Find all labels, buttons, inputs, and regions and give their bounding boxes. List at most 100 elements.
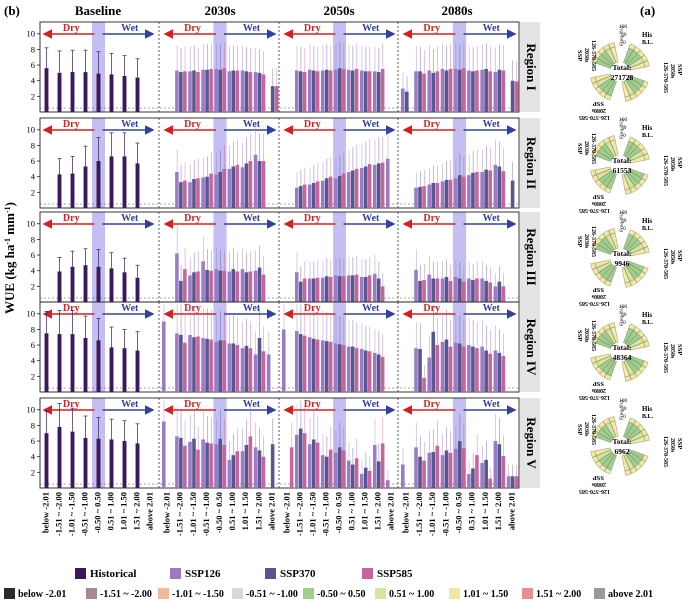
- bar-ssp370: [205, 176, 209, 208]
- bar-ssp370: [350, 346, 355, 392]
- fan-ssp2050-segment: [634, 182, 642, 190]
- his-label: His: [642, 124, 652, 132]
- category-label: above 2.01: [145, 492, 155, 530]
- bar-ssp126: [295, 330, 299, 392]
- bar-historical: [122, 272, 127, 302]
- fan-ssp2050-segment: [624, 469, 632, 476]
- bar-historical: [44, 333, 49, 392]
- bar-ssp370: [192, 70, 196, 112]
- region-name-band: [520, 302, 540, 392]
- bar-ssp585: [183, 445, 187, 488]
- legend-label-category: 0.51 ~ 1.00: [389, 589, 434, 600]
- bar-ssp126: [188, 334, 192, 392]
- legend-label-category: 1.01 ~ 1.50: [463, 589, 508, 600]
- bar-historical: [122, 441, 127, 488]
- y-tick-label: 10: [27, 29, 36, 39]
- bar-ssp126: [295, 434, 299, 488]
- bar-ssp126: [214, 341, 219, 392]
- bar-ssp585: [422, 460, 426, 488]
- year-label: 2050s: [669, 250, 675, 265]
- bar-ssp585: [235, 345, 240, 392]
- legend-label-ssp126: SSP126: [185, 568, 221, 580]
- wet-label: Wet: [483, 119, 501, 130]
- bar-ssp126: [188, 275, 192, 302]
- bar-ssp370: [324, 456, 329, 488]
- bar-ssp585: [367, 351, 372, 392]
- bar-ssp585: [183, 269, 187, 302]
- bar-ssp126: [308, 184, 312, 208]
- region-name-band: [520, 118, 540, 208]
- year-label: 2030s: [583, 328, 589, 343]
- year-label: 2030s: [583, 422, 589, 437]
- fan-ssp2080-segment: [604, 279, 612, 287]
- bar-ssp585: [328, 176, 333, 208]
- ssp-label: SSP: [593, 380, 604, 387]
- bar-ssp585: [196, 449, 200, 488]
- bar-ssp126: [373, 71, 377, 112]
- bar-ssp585: [235, 164, 240, 208]
- bar-ssp126: [373, 352, 377, 392]
- category-label: above 2.01: [266, 492, 276, 530]
- bar-ssp126: [227, 168, 232, 208]
- bar-ssp585: [328, 341, 333, 392]
- bar-historical: [135, 77, 140, 112]
- bar-ssp585: [475, 172, 479, 208]
- fan-his-segment: [628, 43, 636, 51]
- bar-ssp585: [248, 271, 253, 302]
- bar-ssp126: [347, 172, 351, 208]
- bar-ssp585: [501, 171, 506, 208]
- bar-historical: [122, 76, 127, 112]
- bar-historical: [96, 340, 101, 392]
- y-tick-label: 6: [31, 340, 35, 350]
- bar-ssp126: [175, 253, 179, 302]
- bar-ssp585: [422, 280, 426, 302]
- fan-ssp2030-segment: [608, 228, 616, 235]
- y-tick-label: 6: [31, 60, 35, 70]
- bar-ssp370: [484, 350, 488, 392]
- period-label-2080s: 2080s: [441, 3, 472, 18]
- bar-ssp585: [315, 277, 320, 302]
- y-tick-label: 8: [31, 234, 35, 244]
- scenario-label: 126-370-585: [579, 114, 610, 120]
- bar-historical: [57, 72, 62, 112]
- bar-ssp126: [334, 452, 338, 488]
- bar-historical: [44, 433, 49, 488]
- bar-ssp126: [201, 338, 205, 392]
- bar-ssp126: [240, 269, 245, 302]
- y-tick-label: 6: [31, 250, 35, 260]
- wet-label: Wet: [483, 213, 501, 224]
- freq-label: Freq (%): [618, 212, 625, 232]
- bar-ssp370: [179, 72, 183, 112]
- bar-ssp585: [274, 86, 279, 112]
- bar-ssp126: [282, 329, 286, 392]
- fan-his-segment: [633, 326, 641, 334]
- bar-ssp126: [414, 269, 418, 302]
- bar-ssp126: [360, 70, 364, 112]
- fan-ssp2080-segment: [590, 356, 597, 364]
- region-label: Region I: [524, 43, 539, 90]
- panel-b-tag: (b): [4, 3, 20, 18]
- bar-panels: 2 4 6 8 10 Dry Wet Dry Wet Dry Wet Dry Wet Region I 2 4…: [27, 21, 540, 489]
- bar-ssp585: [315, 442, 320, 488]
- wet-label: Wet: [243, 399, 261, 410]
- bar-ssp126: [253, 154, 258, 208]
- freq-tick-0: 0: [623, 40, 626, 46]
- bar-ssp126: [467, 345, 471, 392]
- bar-ssp585: [354, 458, 359, 488]
- bar-ssp370: [457, 343, 462, 392]
- bar-ssp370: [205, 442, 209, 488]
- bar-historical: [135, 163, 140, 208]
- year-label: 2080s: [591, 293, 606, 299]
- fan-his-segment: [628, 323, 636, 331]
- year-label: 2030s: [583, 234, 589, 249]
- bar-ssp370: [484, 459, 488, 488]
- bar-ssp370: [457, 69, 462, 112]
- bar-ssp370: [418, 280, 422, 302]
- dry-label: Dry: [63, 119, 80, 130]
- bar-ssp126: [467, 278, 471, 302]
- bar-ssp126: [440, 181, 445, 208]
- dry-label: Dry: [184, 23, 201, 34]
- category-label: -0.50 ~ 0.50: [334, 492, 344, 533]
- fan-ssp2050-segment: [624, 188, 632, 195]
